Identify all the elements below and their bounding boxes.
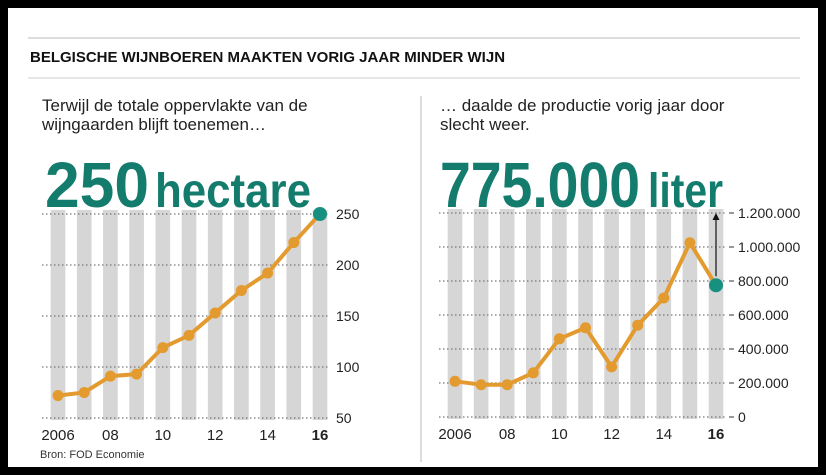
x-tick-label: 12: [207, 427, 224, 444]
y-tick-label: 0: [738, 409, 746, 425]
y-tick-label: 1.000.000: [738, 239, 800, 255]
source: Bron: FOD Economie: [40, 449, 145, 461]
column-band: [129, 210, 144, 420]
subtitle: Terwijl de totale oppervlakte van de: [42, 96, 308, 115]
title: BELGISCHE WIJNBOEREN MAAKTEN VORIG JAAR …: [30, 49, 505, 66]
x-tick-label: 16: [708, 426, 725, 443]
y-tick-label: 200.000: [738, 375, 789, 391]
column-band: [103, 210, 118, 420]
y-tick-label: 1.200.000: [738, 205, 800, 221]
column-band: [76, 210, 92, 420]
data-point: [709, 278, 723, 293]
data-point: [501, 379, 513, 391]
data-point: [288, 237, 300, 249]
data-point: [580, 322, 591, 334]
column-band: [50, 210, 66, 420]
data-point: [131, 368, 143, 380]
column-band: [447, 209, 463, 419]
column-band: [181, 210, 197, 420]
data-point: [553, 333, 565, 345]
data-point: [262, 267, 274, 279]
y-tick-label: 600.000: [738, 307, 789, 323]
y-tick-label: 200: [336, 257, 360, 273]
data-point: [449, 375, 461, 387]
column-band: [656, 209, 672, 419]
x-tick-label: 08: [499, 426, 516, 443]
x-tick-label: 08: [102, 427, 119, 444]
data-point: [475, 379, 487, 391]
column-band: [234, 210, 249, 420]
headline-value: 250: [45, 149, 149, 221]
y-tick-label: 150: [336, 308, 360, 324]
column-band: [499, 209, 515, 419]
column-band: [552, 209, 567, 419]
y-tick-label: 100: [336, 359, 360, 375]
arrow-head: [712, 213, 720, 220]
x-tick-label: 14: [655, 426, 672, 443]
data-point: [235, 285, 247, 296]
data-point: [52, 390, 64, 402]
column-band: [708, 209, 724, 419]
data-point: [606, 361, 618, 373]
data-point: [658, 292, 670, 304]
column-band: [682, 209, 698, 419]
data-point: [313, 207, 327, 221]
x-tick-label: 16: [312, 427, 329, 444]
data-point: [78, 387, 90, 398]
y-tick-label: 250: [336, 206, 360, 222]
column-band: [473, 209, 489, 419]
data-point: [209, 307, 221, 319]
subtitle: wijngaarden blijft toenemen…: [41, 115, 266, 134]
data-point: [183, 329, 195, 341]
column-band: [312, 210, 328, 420]
x-tick-label: 12: [603, 426, 620, 443]
subtitle: slecht weer.: [440, 115, 530, 134]
data-point: [157, 342, 169, 354]
data-point: [684, 237, 696, 249]
column-band: [578, 209, 593, 419]
x-tick-label: 2006: [41, 427, 74, 444]
data-point: [632, 319, 644, 331]
column-band: [604, 209, 619, 419]
x-tick-label: 10: [551, 426, 568, 443]
y-tick-label: 400.000: [738, 341, 789, 357]
column-band: [260, 210, 275, 420]
y-tick-label: 50: [336, 410, 352, 426]
column-band: [525, 209, 541, 419]
y-tick-label: 800.000: [738, 273, 789, 289]
headline-unit: hectare: [155, 165, 311, 218]
column-band: [630, 209, 646, 419]
x-tick-label: 2006: [438, 426, 471, 443]
data-point: [104, 370, 116, 382]
subtitle: … daalde de productie vorig jaar door: [440, 96, 725, 115]
x-tick-label: 14: [259, 427, 276, 444]
data-point: [527, 367, 539, 379]
column-band: [155, 210, 171, 420]
x-tick-label: 10: [154, 427, 171, 444]
